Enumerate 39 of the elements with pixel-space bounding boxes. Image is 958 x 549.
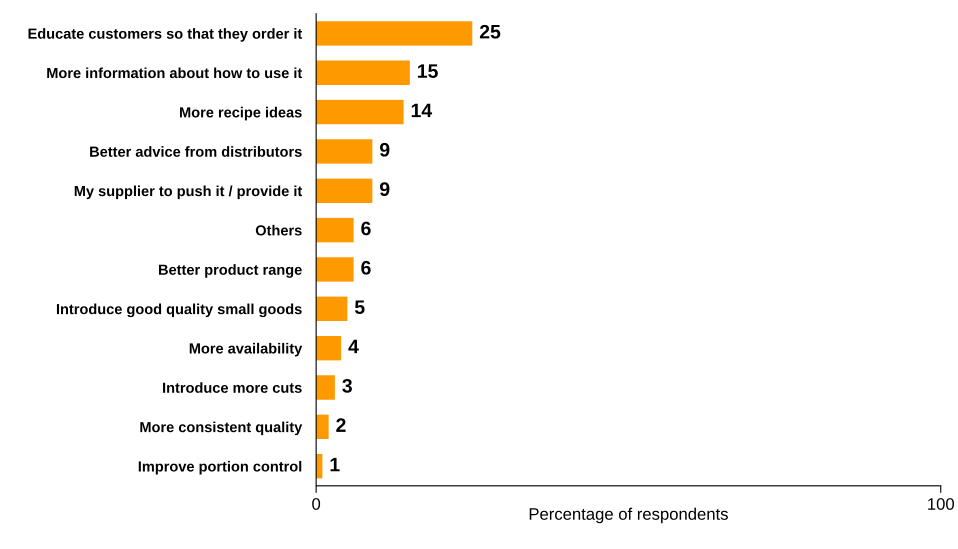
- data-label: 6: [361, 260, 371, 275]
- y-tick-label: Introduce more cuts: [163, 382, 302, 393]
- bar: [316, 60, 410, 85]
- bar: [316, 296, 348, 322]
- data-label: 2: [336, 418, 346, 432]
- data-label: 5: [354, 300, 365, 314]
- data-label: 4: [348, 340, 359, 354]
- y-tick-label: Better advice from distributors: [90, 146, 302, 157]
- data-label: 9: [380, 142, 390, 157]
- x-tick-label: 100: [928, 498, 954, 510]
- y-tick-label: Better product range: [159, 264, 302, 278]
- y-tick-label: Introduce good quality small goods: [56, 304, 302, 318]
- data-label: 1: [330, 458, 340, 472]
- data-label: 14: [412, 104, 432, 118]
- bar: [316, 100, 404, 124]
- bar: [316, 178, 372, 203]
- x-tick-label: 0: [312, 498, 320, 510]
- y-tick-label: Educate customers so that they order it: [28, 28, 302, 42]
- y-tick-label: More availability: [190, 342, 302, 356]
- bar: [316, 139, 372, 164]
- bar: [316, 336, 342, 360]
- bar: [316, 21, 472, 46]
- y-tick-label: Improve portion control: [138, 460, 302, 475]
- bar: [316, 454, 322, 478]
- y-tick-label: Others: [256, 224, 302, 236]
- bar: [316, 375, 335, 400]
- y-tick-label: My supplier to push it / provide it: [74, 185, 302, 200]
- data-label: 6: [361, 222, 371, 236]
- x-axis-title: Percentage of respondents: [530, 508, 728, 524]
- bar: [316, 414, 329, 440]
- data-label: 25: [480, 24, 500, 39]
- data-label: 15: [418, 64, 438, 78]
- bar: [316, 218, 354, 242]
- y-tick-label: More recipe ideas: [180, 106, 302, 120]
- bar: [316, 257, 354, 282]
- y-tick-label: More information about how to use it: [47, 67, 302, 78]
- y-tick-label: More consistent quality: [140, 422, 302, 436]
- data-label: 3: [342, 378, 352, 393]
- data-label: 9: [380, 182, 390, 196]
